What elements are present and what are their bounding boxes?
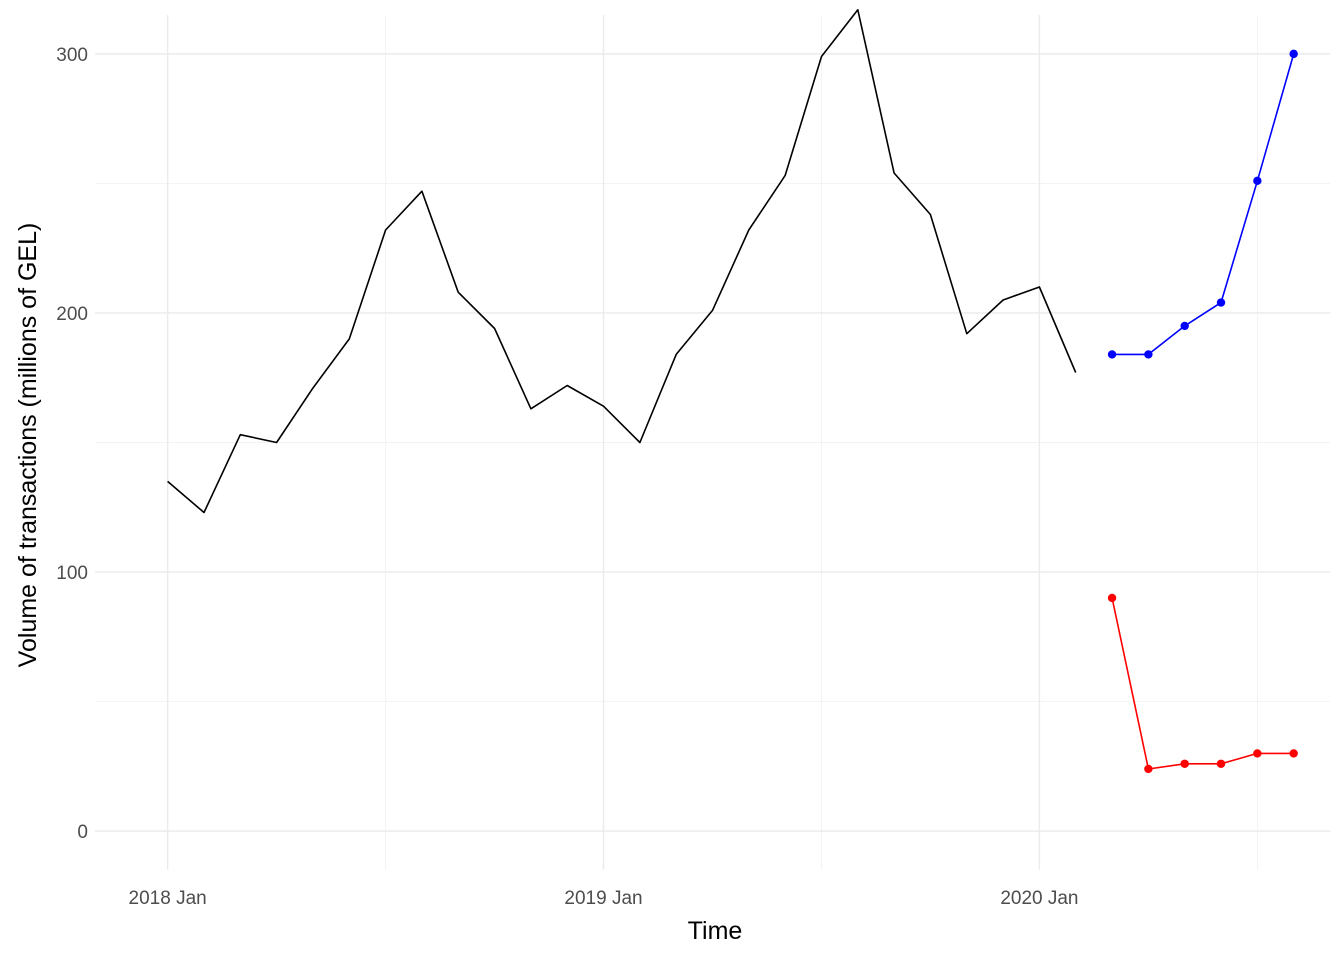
data-point — [1107, 350, 1117, 359]
series-2 — [1107, 593, 1298, 774]
data-point — [1289, 749, 1298, 758]
series-line — [167, 9, 1077, 514]
data-point — [1216, 298, 1226, 307]
data-point — [1107, 593, 1117, 603]
series-line — [1112, 53, 1295, 356]
y-axis-title: Volume of transactions (millions of GEL) — [14, 223, 42, 668]
data-point — [1216, 759, 1226, 768]
series-line — [1111, 597, 1294, 770]
minor-gridlines-x — [385, 15, 1258, 870]
y-tick-label: 200 — [56, 304, 88, 325]
x-tick-label: 2020 Jan — [1000, 888, 1078, 909]
major-gridlines-y — [95, 53, 1330, 832]
data-point — [1180, 759, 1189, 768]
series-layer — [167, 9, 1298, 774]
minor-gridlines-y — [95, 182, 1330, 703]
major-gridlines-x — [166, 15, 1041, 870]
data-point — [1180, 321, 1189, 331]
data-point — [1289, 49, 1298, 59]
y-tick-label: 300 — [56, 45, 88, 66]
series-0 — [167, 9, 1077, 514]
y-tick-label: 100 — [56, 563, 88, 584]
data-point — [1144, 764, 1153, 774]
data-point — [1253, 749, 1262, 758]
data-point — [1253, 176, 1262, 186]
data-point — [1144, 350, 1153, 359]
x-axis-tick-labels: 2018 Jan 2019 Jan 2020 Jan — [129, 888, 1079, 909]
x-tick-label: 2018 Jan — [129, 888, 207, 909]
y-tick-label: 0 — [77, 822, 88, 843]
x-tick-label: 2019 Jan — [564, 888, 642, 909]
x-axis-title: Time — [688, 917, 743, 945]
y-axis-tick-labels: 0 100 200 300 — [56, 45, 88, 843]
series-1 — [1107, 49, 1298, 359]
